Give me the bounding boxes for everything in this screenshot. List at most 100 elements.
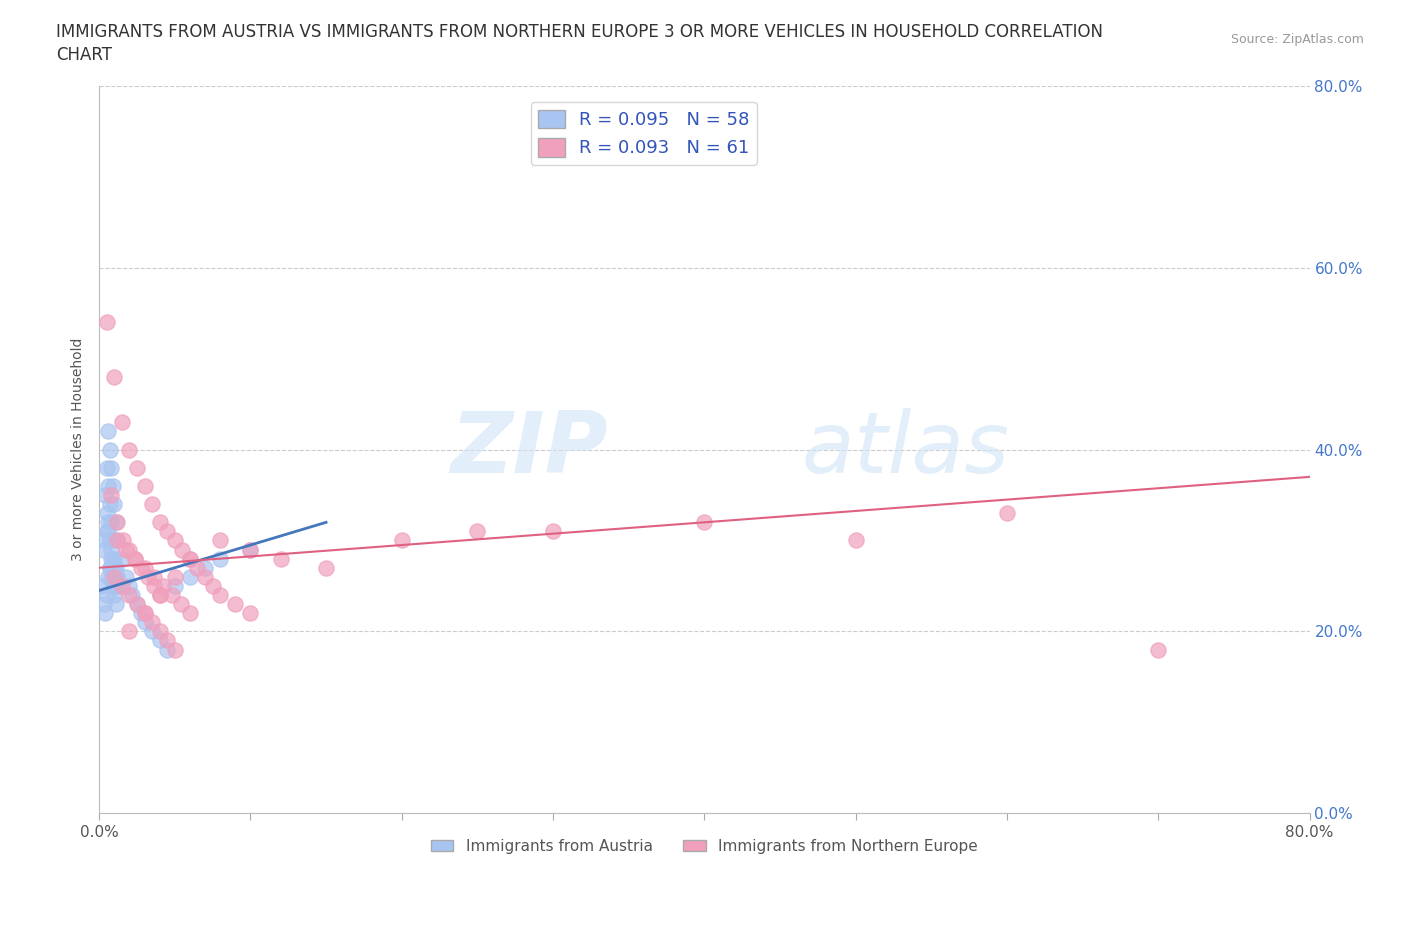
Point	[104, 597, 127, 612]
Point	[142, 578, 165, 593]
Point	[391, 533, 413, 548]
Point	[104, 569, 127, 584]
Point	[103, 560, 125, 575]
Point	[179, 551, 201, 566]
Point	[149, 515, 172, 530]
Point	[98, 560, 121, 575]
Point	[97, 515, 120, 530]
Point	[194, 569, 217, 584]
Point	[270, 551, 292, 566]
Point	[121, 588, 143, 603]
Legend: Immigrants from Austria, Immigrants from Northern Europe: Immigrants from Austria, Immigrants from…	[425, 832, 984, 860]
Point	[224, 597, 246, 612]
Point	[201, 578, 224, 593]
Point	[94, 605, 117, 620]
Point	[105, 578, 128, 593]
Point	[1147, 642, 1170, 657]
Point	[105, 533, 128, 548]
Point	[93, 542, 115, 557]
Point	[118, 442, 141, 457]
Point	[96, 506, 118, 521]
Point	[125, 460, 148, 475]
Point	[101, 578, 124, 593]
Point	[98, 560, 121, 575]
Point	[136, 569, 159, 584]
Point	[156, 633, 179, 648]
Point	[131, 560, 153, 575]
Point	[209, 588, 232, 603]
Point	[100, 542, 122, 557]
Point	[101, 533, 124, 548]
Point	[134, 560, 156, 575]
Text: atlas: atlas	[801, 408, 1010, 491]
Text: Source: ZipAtlas.com: Source: ZipAtlas.com	[1230, 33, 1364, 46]
Point	[845, 533, 868, 548]
Point	[100, 551, 122, 566]
Point	[103, 551, 125, 566]
Point	[124, 551, 146, 566]
Point	[105, 569, 128, 584]
Point	[209, 533, 232, 548]
Point	[141, 497, 163, 512]
Point	[163, 569, 186, 584]
Point	[105, 533, 128, 548]
Point	[96, 524, 118, 538]
Point	[172, 542, 194, 557]
Point	[125, 597, 148, 612]
Point	[134, 479, 156, 494]
Point	[101, 479, 124, 494]
Point	[97, 524, 120, 538]
Point	[100, 569, 122, 584]
Point	[98, 442, 121, 457]
Point	[118, 542, 141, 557]
Point	[149, 588, 172, 603]
Point	[149, 624, 172, 639]
Y-axis label: 3 or more Vehicles in Household: 3 or more Vehicles in Household	[72, 338, 86, 562]
Point	[91, 578, 114, 593]
Point	[105, 515, 128, 530]
Point	[94, 487, 117, 502]
Point	[93, 597, 115, 612]
Text: ZIP: ZIP	[450, 408, 607, 491]
Point	[96, 588, 118, 603]
Point	[115, 542, 138, 557]
Point	[107, 578, 129, 593]
Point	[100, 487, 122, 502]
Point	[100, 515, 122, 530]
Point	[134, 615, 156, 630]
Point	[141, 615, 163, 630]
Point	[179, 605, 201, 620]
Text: IMMIGRANTS FROM AUSTRIA VS IMMIGRANTS FROM NORTHERN EUROPE 3 OR MORE VEHICLES IN: IMMIGRANTS FROM AUSTRIA VS IMMIGRANTS FR…	[56, 23, 1104, 41]
Point	[156, 642, 179, 657]
Point	[163, 578, 186, 593]
Point	[149, 633, 172, 648]
Point	[142, 569, 165, 584]
Point	[101, 551, 124, 566]
Point	[96, 315, 118, 330]
Point	[98, 533, 121, 548]
Point	[103, 369, 125, 384]
Point	[98, 497, 121, 512]
Point	[97, 569, 120, 584]
Point	[179, 551, 201, 566]
Text: CHART: CHART	[56, 46, 112, 64]
Point	[103, 588, 125, 603]
Point	[97, 424, 120, 439]
Point	[115, 569, 138, 584]
Point	[100, 460, 122, 475]
Point	[118, 624, 141, 639]
Point	[101, 569, 124, 584]
Point	[239, 542, 262, 557]
Point	[103, 578, 125, 593]
Point	[103, 497, 125, 512]
Point	[163, 533, 186, 548]
Point	[118, 588, 141, 603]
Point	[149, 588, 172, 603]
Point	[170, 597, 193, 612]
Point	[693, 515, 716, 530]
Point	[152, 578, 174, 593]
Point	[103, 569, 125, 584]
Point	[239, 605, 262, 620]
Point	[104, 560, 127, 575]
Point	[111, 578, 134, 593]
